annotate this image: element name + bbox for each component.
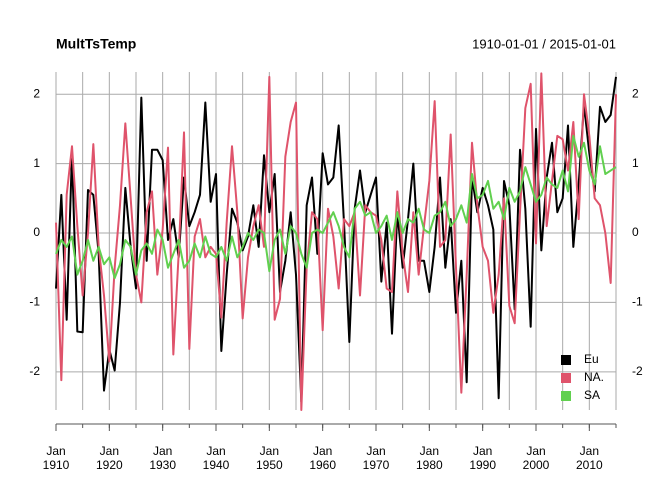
series-line bbox=[55, 72, 617, 411]
y-tick-label: 0 bbox=[33, 225, 40, 239]
legend-label: SA bbox=[584, 388, 600, 402]
x-tick-label: Jan 1910 bbox=[43, 444, 70, 472]
legend-swatch bbox=[561, 391, 571, 401]
x-tick-label: Jan 2010 bbox=[576, 444, 603, 472]
x-tick-label: Jan 1970 bbox=[363, 444, 390, 472]
x-tick-label: Jan 1940 bbox=[203, 444, 230, 472]
y2-tick-label: -1 bbox=[632, 295, 643, 309]
y-tick-label: 2 bbox=[33, 86, 40, 100]
chart-title: MultTsTemp bbox=[56, 36, 136, 52]
y2-tick-label: 2 bbox=[632, 86, 639, 100]
legend-label: NA. bbox=[584, 370, 604, 384]
x-tick-label: Jan 2000 bbox=[523, 444, 550, 472]
legend-swatch bbox=[561, 373, 571, 383]
y-tick-label: -1 bbox=[29, 295, 40, 309]
legend-label: Eu bbox=[584, 352, 599, 366]
y-tick-label: -2 bbox=[29, 364, 40, 378]
x-tick-label: Jan 1960 bbox=[309, 444, 336, 472]
y-tick-label: 1 bbox=[33, 156, 40, 170]
legend-swatch bbox=[561, 355, 571, 365]
y2-tick-label: 1 bbox=[632, 156, 639, 170]
x-tick-label: Jan 1990 bbox=[469, 444, 496, 472]
y2-tick-label: -2 bbox=[632, 364, 643, 378]
y2-tick-label: 0 bbox=[632, 225, 639, 239]
x-tick-label: Jan 1950 bbox=[256, 444, 283, 472]
series-line bbox=[55, 134, 617, 280]
date-range: 1910-01-01 / 2015-01-01 bbox=[472, 36, 616, 51]
x-tick-label: Jan 1920 bbox=[96, 444, 123, 472]
x-tick-label: Jan 1930 bbox=[149, 444, 176, 472]
x-tick-label: Jan 1980 bbox=[416, 444, 443, 472]
